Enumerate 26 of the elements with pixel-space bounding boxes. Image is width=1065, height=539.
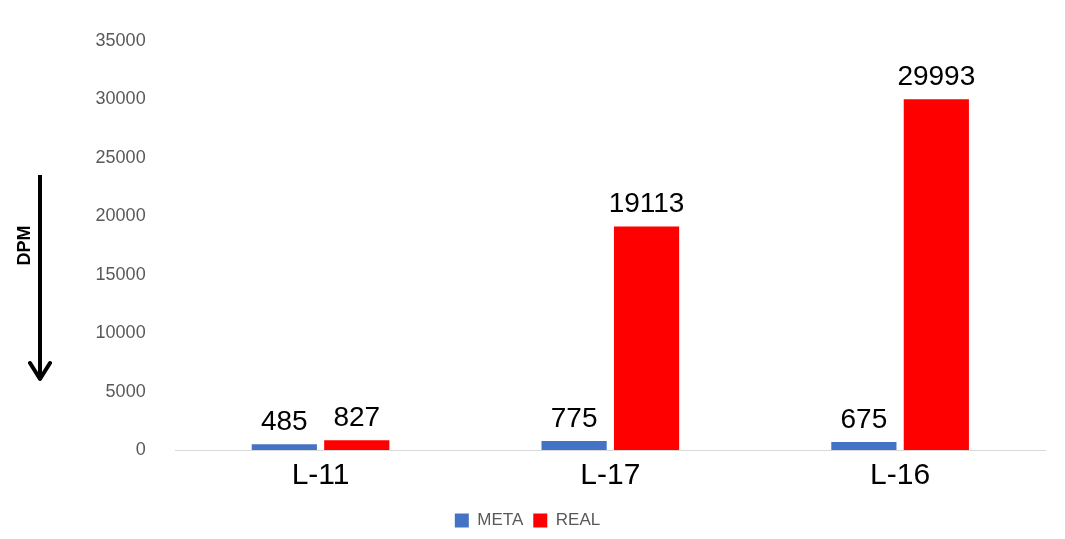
y-tick-label: 15000 [95,263,146,284]
bar [831,442,897,450]
y-tick-label: 25000 [95,146,146,167]
y-tick-label: 0 [135,438,146,459]
bar [541,440,607,450]
data-label: 675 [840,402,888,434]
data-label: 775 [550,401,598,433]
data-label: 485 [260,405,308,437]
data-label: 19113 [608,187,685,219]
data-label: 827 [333,401,381,433]
bar [251,444,317,450]
x-tick-label: L-11 [291,457,350,491]
y-tick-label: 20000 [95,205,146,226]
x-tick-label: L-17 [580,457,641,491]
y-tick-label: 5000 [105,380,146,401]
y-axis-title: DPM [13,225,34,266]
legend-label: META [477,510,524,530]
bar [613,226,680,450]
y-tick-label: 30000 [95,88,146,109]
data-label: 29993 [897,60,976,92]
bar [903,99,969,450]
y-tick-label: 35000 [95,29,146,50]
x-tick-label: L-16 [870,457,931,491]
legend-label: REAL [555,510,601,530]
y-tick-label: 10000 [95,322,146,343]
bar [324,440,390,450]
